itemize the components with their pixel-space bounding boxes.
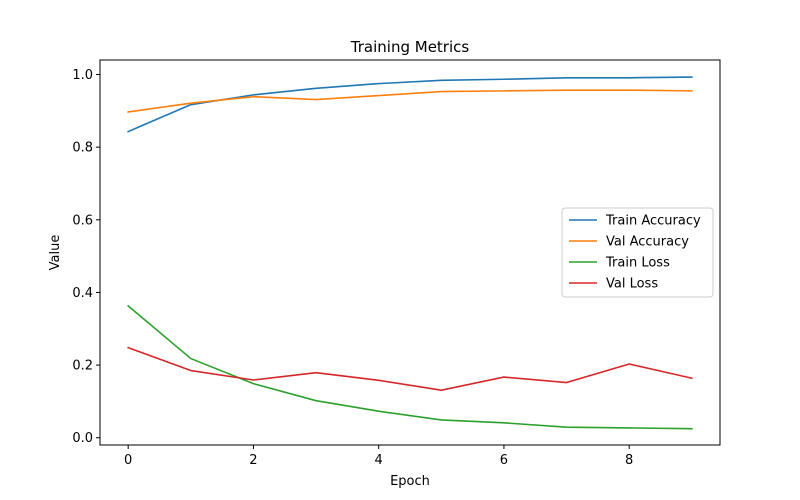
- series-line-val-loss: [127, 346, 693, 391]
- plot-area-frame: [99, 59, 721, 446]
- y-axis-ticks: 0.0 0.2 0.4 0.6 0.8 1.0: [72, 68, 100, 446]
- chart-title: Training Metrics: [350, 38, 470, 56]
- series-line-val-accuracy: [127, 89, 693, 113]
- legend: Train Accuracy Val Accuracy Train Loss Val …: [561, 207, 714, 298]
- y-axis-label: Value: [48, 235, 63, 271]
- y-tick-label: 0.2: [72, 359, 93, 374]
- series-lines: [127, 76, 693, 430]
- x-tick-label: 4: [375, 453, 383, 468]
- y-tick-label: 1.0: [72, 68, 93, 83]
- legend-label-train-loss: Train Loss: [605, 256, 670, 271]
- y-tick-label: 0.0: [72, 431, 93, 446]
- x-tick-label: 0: [124, 453, 132, 468]
- x-axis-label: Epoch: [390, 474, 430, 489]
- x-tick-label: 6: [500, 453, 508, 468]
- y-tick-label: 0.4: [72, 286, 93, 301]
- x-tick-label: 2: [249, 453, 257, 468]
- legend-box: [561, 207, 714, 298]
- series-line-train-loss: [127, 304, 693, 430]
- legend-label-train-accuracy: Train Accuracy: [605, 214, 701, 229]
- legend-label-val-accuracy: Val Accuracy: [606, 235, 689, 250]
- legend-items: Train Accuracy Val Accuracy Train Loss Val …: [569, 214, 701, 292]
- x-tick-label: 8: [625, 453, 633, 468]
- legend-label-val-loss: Val Loss: [606, 277, 658, 292]
- y-tick-label: 0.6: [72, 213, 93, 228]
- y-tick-label: 0.8: [72, 141, 93, 156]
- x-axis-ticks: 0 2 4 6 8: [124, 445, 633, 468]
